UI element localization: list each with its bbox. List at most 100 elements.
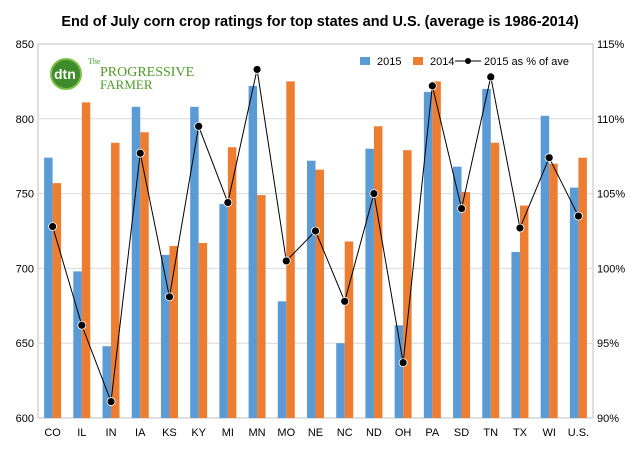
x-tick-label: NE [308, 427, 323, 439]
x-tick-label: IL [77, 427, 86, 439]
bar-2014 [373, 126, 383, 418]
bar-2014 [578, 157, 587, 419]
bar-2015 [131, 106, 141, 418]
percent-point [48, 222, 58, 231]
y-right-tick-label: 90% [597, 413, 619, 425]
bar-2015 [73, 271, 82, 418]
bar-2015 [569, 187, 579, 418]
y-right-tick-label: 115% [597, 39, 625, 51]
x-tick-label: WI [542, 427, 555, 439]
x-tick-label: NC [337, 427, 353, 439]
percent-line [48, 65, 583, 406]
percent-point [515, 223, 525, 233]
y-left-tick-label: 700 [16, 263, 34, 275]
x-tick-label: IN [106, 427, 117, 439]
x-tick-label: KY [191, 427, 206, 439]
percent-point [135, 148, 145, 158]
percent-point [165, 292, 174, 302]
x-tick-label: CO [44, 427, 61, 439]
legend-label-2015: 2015 [377, 56, 401, 68]
y-left-tick-label: 600 [16, 413, 34, 425]
left-axis-ticks: 600 650 700 750 800 850 [16, 39, 34, 425]
bar-2015 [44, 157, 53, 419]
percent-point [398, 358, 408, 368]
bar-2014 [549, 163, 558, 418]
bar-2014 [490, 142, 500, 418]
percent-point [544, 153, 554, 163]
y-right-tick-label: 110% [597, 114, 625, 126]
y-left-tick-label: 650 [16, 338, 34, 350]
x-tick-label: PA [425, 427, 440, 439]
x-tick-label: U.S. [568, 427, 589, 439]
x-tick-label: TX [513, 427, 528, 439]
bar-2015 [160, 254, 170, 418]
percent-point [223, 198, 233, 207]
legend-swatch-2014 [413, 57, 423, 65]
x-axis-ticks: CO IL IN IA KS KY MI MN MO NE NC ND OH PA SD TN TX WI U.S. [44, 427, 589, 439]
percent-point [369, 189, 379, 199]
bar-2014 [198, 242, 208, 418]
bar-2014 [111, 142, 120, 418]
y-left-tick-label: 850 [16, 39, 34, 51]
y-left-tick-label: 800 [16, 114, 34, 126]
right-axis-ticks: 90% 95% 100% 105% 110% 115% [597, 39, 625, 425]
bar-2015 [394, 325, 404, 418]
x-tick-label: MO [277, 427, 295, 439]
bar-2015 [102, 346, 112, 418]
logo-farmer: FARMER [100, 77, 153, 92]
legend-label-percent: 2015 as % of ave [484, 56, 569, 68]
x-tick-label: TN [483, 427, 498, 439]
legend-label-2014: 2014 [430, 56, 454, 68]
legend-marker [465, 58, 471, 64]
x-tick-label: IA [135, 427, 146, 439]
bar-2014 [227, 147, 237, 418]
percent-point [486, 72, 496, 82]
logo-progressive: PROGRESSIVE [100, 65, 194, 80]
bar-2015 [336, 343, 345, 418]
percent-point [427, 81, 437, 91]
bar-2015 [453, 166, 462, 418]
bar-2014 [257, 195, 266, 418]
percent-point [311, 226, 320, 236]
percent-point [281, 256, 291, 266]
logo-the: The [88, 57, 101, 66]
x-tick-label: KS [162, 427, 177, 439]
chart-title: End of July corn crop ratings for top st… [61, 14, 579, 30]
bar-2014 [519, 205, 529, 418]
bar-2014 [286, 81, 295, 419]
progressive-farmer-logo: dtn The PROGRESSIVE FARMER [50, 57, 194, 92]
bar-2015 [277, 301, 287, 418]
bar-2015 [511, 251, 520, 418]
bar-2015 [423, 91, 433, 418]
percent-point [457, 204, 466, 213]
bar-2015 [248, 85, 258, 418]
legend: 2015 2014 2015 as % of ave [360, 56, 569, 68]
bar-2014 [140, 132, 149, 418]
logo-dtn-text: dtn [54, 66, 76, 82]
y-right-tick-label: 105% [597, 189, 625, 201]
percent-point [573, 211, 583, 221]
bar-2015 [307, 160, 316, 419]
percent-point [106, 397, 116, 406]
bar-2014 [461, 192, 471, 418]
x-tick-label: OH [395, 427, 412, 439]
x-tick-label: MN [249, 427, 266, 439]
x-tick-label: SD [454, 427, 469, 439]
bar-2014 [81, 102, 91, 419]
x-tick-label: MI [222, 427, 234, 439]
bar-2015 [190, 106, 199, 418]
bar-2014 [403, 150, 412, 418]
bars [44, 81, 587, 419]
bar-2015 [540, 115, 550, 419]
percent-point [252, 65, 262, 74]
bar-2015 [482, 88, 491, 418]
bar-2015 [219, 204, 228, 418]
percent-point [194, 121, 204, 131]
bar-2014 [315, 169, 324, 418]
y-left-tick-label: 750 [16, 189, 34, 201]
y-right-tick-label: 95% [597, 338, 619, 350]
percent-point [340, 296, 350, 306]
bar-2014 [432, 81, 441, 419]
x-tick-label: ND [366, 427, 382, 439]
